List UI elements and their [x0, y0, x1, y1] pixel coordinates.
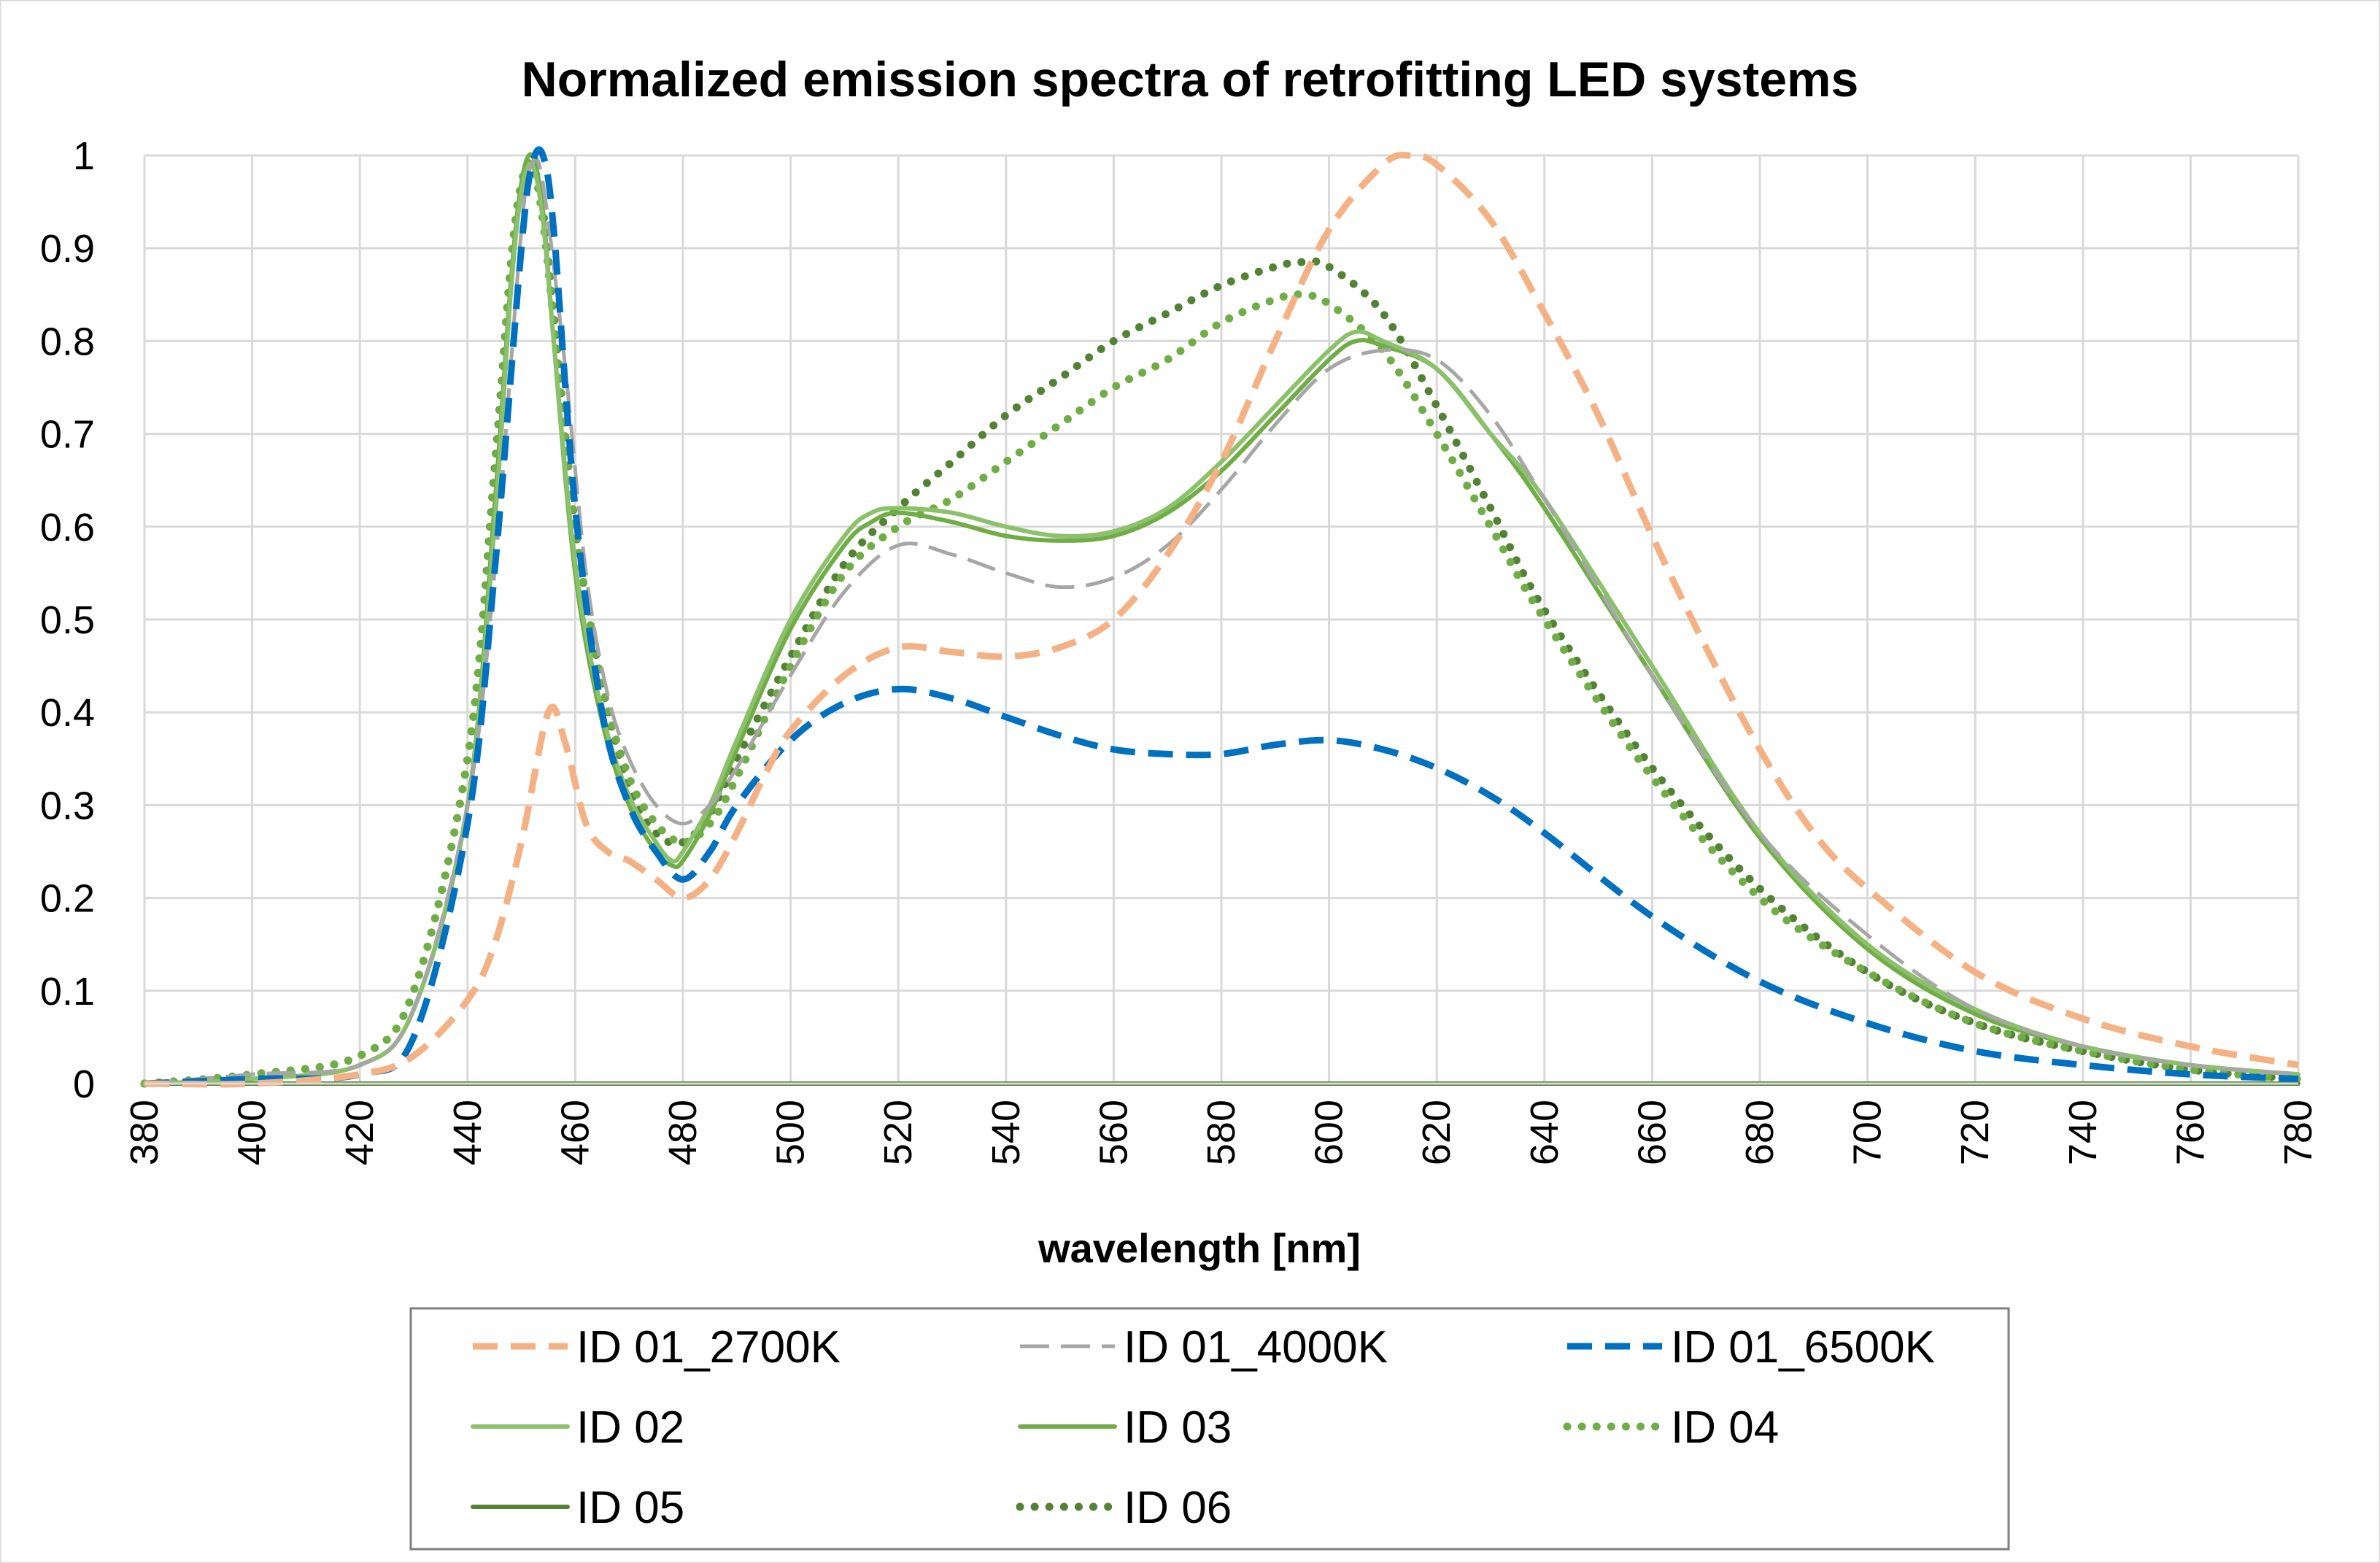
x-tick-label: 620 [1415, 1100, 1458, 1165]
legend-label: ID 01_4000K [1124, 1322, 1388, 1373]
y-tick-label: 0.1 [40, 970, 95, 1014]
x-tick-label: 520 [876, 1100, 920, 1165]
x-tick-label: 440 [446, 1100, 490, 1165]
x-tick-label: 460 [553, 1100, 597, 1165]
x-tick-label: 380 [123, 1100, 166, 1165]
y-tick-label: 0.6 [40, 506, 95, 549]
x-tick-label: 680 [1738, 1100, 1782, 1165]
chart-title: Normalized emission spectra of retrofitt… [522, 52, 1859, 107]
x-tick-label: 700 [1846, 1100, 1890, 1165]
x-tick-label: 480 [661, 1100, 705, 1165]
x-tick-label: 580 [1199, 1100, 1243, 1165]
x-tick-label: 420 [338, 1100, 382, 1165]
legend-label: ID 05 [576, 1483, 684, 1533]
y-tick-label: 0 [73, 1062, 95, 1106]
legend-label: ID 02 [576, 1402, 684, 1453]
grid-layer [143, 154, 2300, 1085]
y-tick-label: 0.3 [40, 784, 95, 827]
series-line-id-06 [140, 159, 2303, 1088]
legend-label: ID 03 [1124, 1402, 1232, 1453]
y-tick-label: 0.2 [40, 877, 95, 921]
series-line-id-01-6500k [144, 146, 2299, 1087]
legend-label: ID 01_2700K [576, 1322, 841, 1373]
legend-label: ID 01_6500K [1671, 1322, 1935, 1373]
legend-label: ID 04 [1671, 1402, 1779, 1453]
legend-label: ID 06 [1124, 1483, 1232, 1533]
y-tick-label: 0.5 [40, 598, 95, 642]
series-line-id-02 [142, 161, 2300, 1086]
legend-box [409, 1307, 2010, 1551]
y-tick-label: 0.4 [40, 691, 95, 735]
x-tick-label: 640 [1523, 1100, 1566, 1165]
x-tick-label: 400 [231, 1100, 274, 1165]
y-tick-label: 0.8 [40, 320, 95, 363]
x-tick-label: 500 [769, 1100, 813, 1165]
x-tick-label: 720 [1953, 1100, 1997, 1165]
legend: ID 01_2700K ID 01_4000K ID 01_6500K ID 02 ID… [471, 1322, 1935, 1533]
y-tick-label: 1 [73, 134, 95, 178]
x-tick-label: 560 [1092, 1100, 1135, 1165]
series-line-id-01-2700k [144, 152, 2299, 1088]
x-tick-label: 660 [1630, 1100, 1674, 1165]
x-axis-label: wavelength [nm] [1038, 1225, 1361, 1271]
axis-layer: 380 400 420 440 460 480 500 520 540 560 580 600 620 6… [40, 134, 2320, 1165]
x-tick-label: 540 [984, 1100, 1028, 1165]
x-tick-label: 760 [2168, 1100, 2212, 1165]
x-tick-label: 600 [1307, 1100, 1351, 1165]
x-tick-label: 740 [2061, 1100, 2105, 1165]
x-tick-label: 780 [2276, 1100, 2320, 1165]
y-tick-label: 0.9 [40, 227, 95, 271]
y-tick-label: 0.7 [40, 413, 95, 457]
